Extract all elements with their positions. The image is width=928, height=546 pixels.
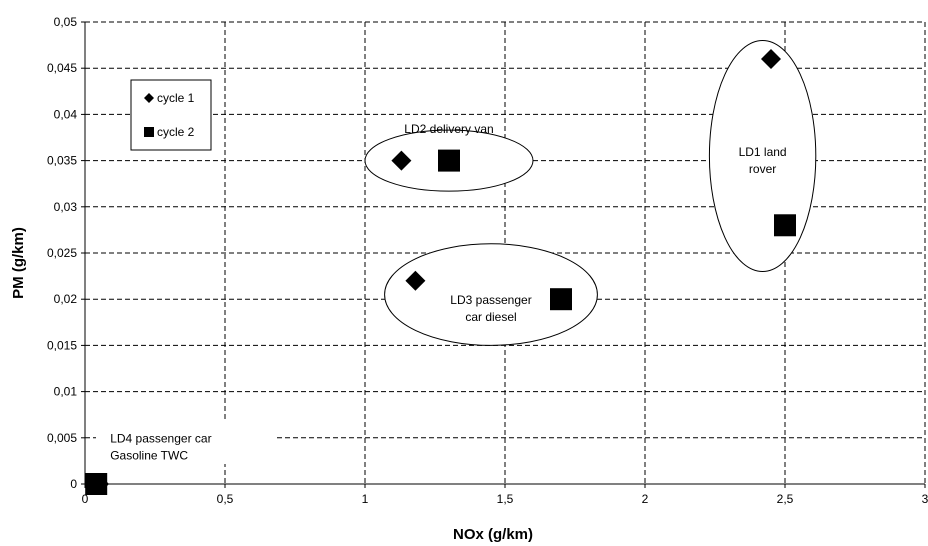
y-tick-label: 0,015: [47, 338, 77, 352]
group-annotation: LD1 land rover: [739, 145, 787, 176]
square-marker: [85, 473, 108, 495]
group-ellipses: [96, 39, 817, 464]
square-marker: [550, 288, 572, 311]
axes: 0 0,005 0,01 0,015 0,02 0,025 0,03 0,035 0,04 0,0…: [47, 15, 928, 506]
diamond-marker: [761, 48, 781, 69]
y-tick-label: 0,02: [54, 292, 78, 306]
square-marker: [774, 214, 796, 237]
data-markers: [85, 48, 796, 495]
x-tick-label: 1: [362, 492, 369, 506]
y-tick-label: 0,005: [47, 431, 77, 445]
x-tick-label: 1,5: [497, 492, 514, 506]
y-tick-label: 0,025: [47, 246, 77, 260]
group-annotation: LD4 passenger car Gasoline TWC: [110, 431, 211, 462]
annotation-line: Gasoline TWC: [110, 448, 188, 462]
annotation-line: LD1 land: [739, 145, 787, 159]
y-tick-label: 0,04: [54, 107, 78, 121]
y-tick-label: 0,05: [54, 15, 78, 29]
y-tick-label: 0,03: [54, 200, 78, 214]
annotation-line: rover: [749, 162, 776, 176]
group-annotations: LD1 land rover LD2 delivery van LD3 passeng…: [110, 122, 786, 463]
y-tick-label: 0,01: [54, 385, 78, 399]
annotation-line: car diesel: [465, 310, 516, 324]
square-marker: [438, 149, 460, 172]
y-tick-label: 0,045: [47, 61, 77, 75]
ld4-label-background: [96, 422, 274, 464]
annotation-line: LD3 passenger: [450, 293, 531, 307]
annotation-line: LD4 passenger car: [110, 431, 211, 445]
diamond-marker: [144, 93, 154, 103]
x-axis-title: NOx (g/km): [453, 526, 533, 543]
y-tick-label: 0,035: [47, 154, 77, 168]
group-annotation: LD3 passenger car diesel: [450, 293, 531, 324]
group-annotation: LD2 delivery van: [404, 122, 493, 136]
x-tick-label: 3: [922, 492, 928, 506]
legend: cycle 1 cycle 2: [130, 79, 212, 151]
group-ellipse: [708, 39, 817, 272]
y-tick-label: 0: [70, 477, 77, 491]
square-marker: [144, 127, 154, 137]
legend-label: cycle 2: [157, 125, 195, 139]
legend-label: cycle 1: [157, 91, 195, 105]
x-tick-label: 2,5: [777, 492, 794, 506]
x-tick-label: 0,5: [217, 492, 234, 506]
annotation-line: LD2 delivery van: [404, 122, 493, 136]
x-tick-label: 0: [82, 492, 89, 506]
diamond-marker: [405, 270, 426, 291]
group-ellipse: [384, 243, 598, 346]
y-axis-title: PM (g/km): [10, 227, 27, 299]
x-tick-label: 2: [642, 492, 649, 506]
legend-box: [130, 79, 212, 151]
diamond-marker: [391, 150, 412, 171]
